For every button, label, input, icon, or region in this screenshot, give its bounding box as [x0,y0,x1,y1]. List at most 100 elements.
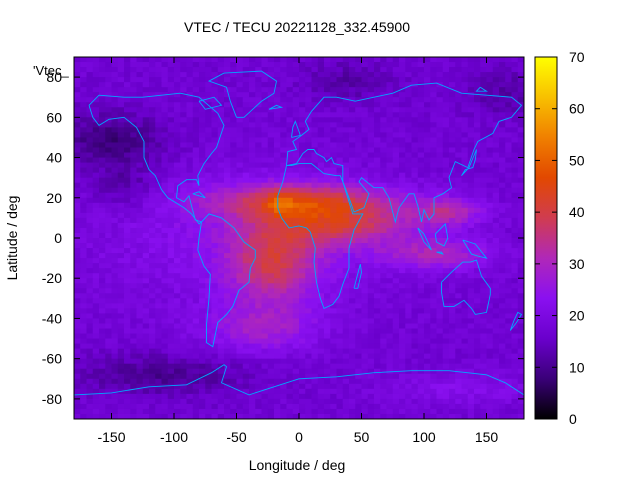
heatmap-cell [430,273,438,279]
heatmap-cell [461,293,469,299]
heatmap-cell [274,187,281,194]
heatmap-cell [230,403,238,410]
heatmap-cell [267,212,275,219]
heatmap-cell [111,207,119,214]
heatmap-cell [430,348,438,355]
heatmap-cell [111,348,119,355]
heatmap-cell [467,288,475,294]
heatmap-cell [217,62,225,68]
heatmap-cell [274,353,281,360]
heatmap-cell [211,87,219,93]
heatmap-cell [511,313,519,320]
heatmap-cell [236,348,244,355]
heatmap-cell [461,278,469,284]
heatmap-cell [405,328,413,335]
heatmap-cell [342,157,350,164]
heatmap-cell [105,238,113,244]
heatmap-cell [86,227,94,234]
heatmap-cell [311,187,319,194]
heatmap-cell [330,323,338,330]
heatmap-cell [280,182,288,189]
heatmap-cell [355,398,363,405]
heatmap-cell [392,248,400,254]
heatmap-cell [80,117,88,123]
heatmap-cell [174,157,181,164]
heatmap-cell [255,117,263,123]
heatmap-cell [205,323,213,330]
heatmap-cell [517,232,524,239]
heatmap-cell [242,192,250,199]
heatmap-cell [436,378,444,385]
heatmap-cell [492,182,500,189]
heatmap-cell [255,202,263,209]
heatmap-cell [336,308,344,315]
heatmap-cell [380,197,388,204]
heatmap-cell [142,142,150,149]
heatmap-cell [374,87,381,93]
heatmap-cell [461,147,469,154]
heatmap-cell [386,353,394,360]
heatmap-cell [224,368,231,375]
heatmap-cell [436,62,444,68]
heatmap-cell [417,388,425,395]
heatmap-cell [186,217,194,224]
heatmap-cell [217,303,225,309]
heatmap-cell [86,373,94,380]
heatmap-cell [411,112,419,118]
heatmap-cell [442,147,450,154]
heatmap-cell [211,122,219,128]
heatmap-cell [380,167,388,174]
heatmap-cell [486,248,494,254]
heatmap-cell [455,177,463,184]
heatmap-cell [299,102,306,108]
heatmap-cell [436,132,444,139]
heatmap-cell [311,358,319,365]
heatmap-cell [367,383,375,390]
heatmap-cell [436,92,444,98]
heatmap-cell [299,303,306,309]
heatmap-cell [499,258,506,264]
heatmap-cell [174,258,181,264]
heatmap-cell [380,82,388,88]
heatmap-cell [442,358,450,365]
heatmap-cell [155,187,163,194]
heatmap-cell [199,358,206,365]
heatmap-cell [155,258,163,264]
heatmap-cell [267,293,275,299]
heatmap-cell [449,253,456,259]
heatmap-cell [92,117,100,123]
heatmap-cell [517,72,524,78]
heatmap-cell [280,102,288,108]
heatmap-cell [267,102,275,108]
heatmap-cell [280,222,288,229]
heatmap-cell [349,117,356,123]
heatmap-cell [367,308,375,315]
heatmap-cell [105,202,113,209]
heatmap-cell [161,348,169,355]
heatmap-cell [511,303,519,309]
heatmap-cell [511,378,519,385]
heatmap-cell [411,288,419,294]
heatmap-cell [417,303,425,309]
heatmap-cell [361,383,369,390]
heatmap-cell [124,313,131,320]
heatmap-cell [205,268,213,274]
heatmap-cell [99,378,106,385]
heatmap-cell [186,227,194,234]
heatmap-cell [430,243,438,249]
heatmap-cell [499,293,506,299]
heatmap-cell [92,212,100,219]
heatmap-cell [374,62,381,68]
heatmap-cell [386,162,394,169]
heatmap-cell [186,328,194,335]
heatmap-cell [130,378,138,385]
heatmap-cell [149,217,156,224]
heatmap-cell [249,192,256,199]
heatmap-cell [186,373,194,380]
heatmap-cell [224,117,231,123]
heatmap-cell [267,162,275,169]
heatmap-cell [411,243,419,249]
heatmap-cell [492,162,500,169]
heatmap-cell [317,303,325,309]
heatmap-cell [474,383,481,390]
